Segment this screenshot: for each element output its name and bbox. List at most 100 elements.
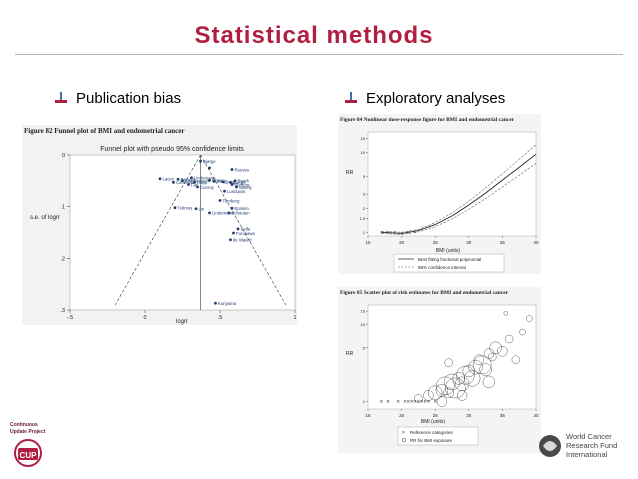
- dose-xtick-label: 20: [399, 240, 405, 245]
- funnel-point-label: Lindemann: [194, 176, 216, 181]
- scatter-point: [489, 341, 502, 354]
- scatter-reference-point: ×: [413, 400, 417, 406]
- dose-point: [380, 231, 383, 234]
- scatter-ytick-label: 1: [363, 399, 366, 404]
- funnel-ytick-label: .3: [60, 308, 65, 314]
- scatter-reference-point: ×: [423, 400, 427, 406]
- funnel-confidence-right: [200, 154, 287, 305]
- dose-xtick-label: 35: [500, 240, 506, 245]
- funnel-point: [214, 301, 217, 305]
- funnel-point-label: Tulinius: [178, 206, 193, 211]
- wcrf-logo-line1: World Cancer: [566, 432, 612, 441]
- scatter-xtick-label: 30: [466, 413, 472, 418]
- funnel-xtick-label: 1: [293, 315, 296, 321]
- funnel-point: [208, 178, 211, 182]
- funnel-point-label: Reeth: [238, 179, 250, 184]
- dose-point: [400, 231, 403, 235]
- scatter-reference-point: ×: [386, 400, 390, 406]
- funnel-point: [232, 231, 235, 235]
- scatter-point: [436, 396, 448, 407]
- bullet-arrow-icon: [55, 91, 67, 103]
- funnel-point: [229, 238, 232, 242]
- funnel-point: [233, 179, 237, 183]
- funnel-point-label: Bjørge: [233, 180, 246, 185]
- scatter-point: [503, 311, 508, 316]
- funnel-point-label: Sella: [241, 227, 251, 232]
- funnel-point-label: Canchola: [176, 180, 195, 185]
- scatter-point: [482, 375, 496, 389]
- funnel-point: [196, 185, 199, 189]
- funnel-point: [190, 176, 193, 180]
- scatter-reference-point: ×: [396, 400, 400, 406]
- cup-logo: Continuous Update Project CUP: [10, 422, 46, 467]
- funnel-point: [199, 159, 202, 163]
- funnel-point: [230, 183, 234, 186]
- funnel-point: [223, 189, 226, 193]
- funnel-figure: Figure 82 Funnel plot of BMI and endomet…: [22, 125, 297, 325]
- funnel-point-label: Rapp: [197, 180, 208, 185]
- funnel-point: [230, 168, 234, 171]
- dose-ytick-label: 1: [363, 230, 366, 235]
- funnel-point-label: Reeves: [235, 167, 250, 172]
- scatter-legend: × Reference categories RR for BMI exposu…: [397, 426, 479, 446]
- funnel-point-label: Chang: [212, 178, 225, 183]
- funnel-point: [208, 166, 211, 170]
- dose-response-figure: Figure 84 Nonlinear dose-response figure…: [338, 114, 541, 274]
- bullet-arrow-icon: [345, 91, 357, 103]
- scatter-point: [452, 372, 465, 385]
- scatter-xtick-label: 25: [433, 413, 439, 418]
- scatter-point: [473, 354, 485, 365]
- funnel-point-label: Bjørge: [203, 159, 216, 164]
- scatter-point: [456, 366, 475, 385]
- funnel-point: [227, 211, 231, 215]
- scatter-xtick-label: 40: [533, 413, 539, 418]
- funnel-point-label: Furukawa: [236, 231, 255, 236]
- dose-ci-line: [381, 163, 537, 235]
- funnel-point-label: Lindemann: [212, 211, 234, 216]
- dose-ytick-label: 2: [363, 206, 366, 211]
- funnel-ytick-label: .1: [60, 205, 65, 211]
- scatter-point: [511, 355, 521, 364]
- funnel-point-label: Lin: [199, 207, 205, 212]
- scatter-point: [427, 385, 443, 400]
- dose-xtick-label: 25: [433, 240, 439, 245]
- funnel-point: [230, 206, 234, 210]
- dose-point: [386, 231, 390, 234]
- funnel-ytick-label: 0: [62, 153, 65, 159]
- scatter-point: [497, 346, 508, 357]
- dose-ytick-label: 5: [363, 174, 366, 179]
- funnel-point: [193, 180, 196, 184]
- scatter-ytick-label: 10: [361, 322, 366, 327]
- x-mark-icon: ×: [402, 430, 405, 436]
- dose-ytick-label: 15: [361, 136, 366, 141]
- funnel-ylabel: s.e. of logrr: [30, 215, 60, 221]
- dose-ytick-label: 3: [363, 192, 366, 197]
- funnel-point-label: Tornberg: [223, 198, 241, 203]
- funnel-point: [181, 179, 184, 183]
- scatter-point: [436, 376, 455, 396]
- scatter-ytick-label: 15: [361, 309, 366, 314]
- wcrf-logo-line2: Research Fund: [566, 441, 617, 450]
- scatter-reference-point: ×: [427, 400, 431, 406]
- funnel-point: [235, 185, 238, 189]
- scatter-reference-point: ×: [407, 400, 411, 406]
- funnel-point-label: Kuriyama: [218, 301, 237, 306]
- funnel-point: [194, 207, 198, 211]
- bullet-exploratory-analyses: Exploratory analyses: [345, 90, 505, 107]
- scatter-xtick-label: 35: [500, 413, 506, 418]
- scatter-point: [519, 328, 526, 336]
- scatter-point: [445, 377, 466, 399]
- dose-point: [393, 231, 397, 234]
- wcrf-logo: World Cancer Research Fund International: [539, 432, 617, 459]
- scatter-point: [504, 334, 514, 344]
- funnel-inner-title: Funnel plot with pseudo 95% confidence l…: [100, 146, 244, 153]
- scatter-point: [444, 358, 453, 367]
- funnel-point: [218, 199, 222, 202]
- bullet-text: Exploratory analyses: [366, 90, 506, 107]
- dose-xlabel: BMI (units): [436, 248, 461, 254]
- dose-ylabel: RR: [346, 170, 354, 176]
- funnel-point: [187, 183, 190, 186]
- scatter-xtick-label: 20: [399, 413, 405, 418]
